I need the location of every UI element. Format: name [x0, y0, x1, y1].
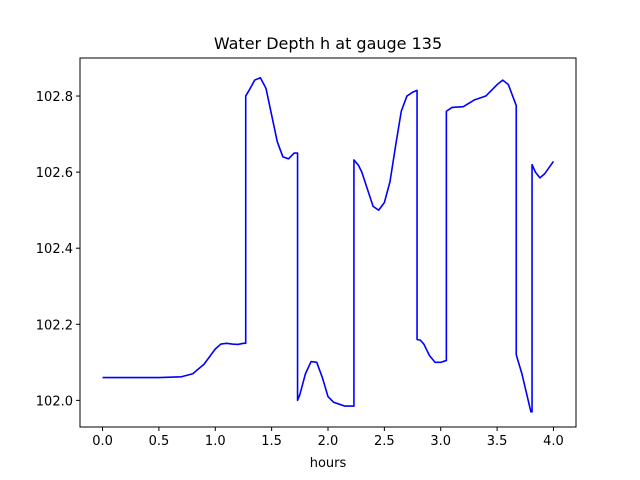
chart-title: Water Depth h at gauge 135 [214, 34, 442, 53]
x-tick-label: 0.5 [149, 434, 170, 449]
y-tick-label: 102.2 [36, 318, 73, 333]
x-tick-label: 3.5 [487, 434, 508, 449]
y-tick-label: 102.0 [36, 394, 73, 409]
x-tick-label: 2.0 [318, 434, 339, 449]
x-tick-label: 1.5 [261, 434, 282, 449]
x-axis: 0.0 0.5 1.0 1.5 2.0 2.5 3.0 3.5 4.0 [92, 427, 564, 449]
x-tick-label: 1.0 [205, 434, 226, 449]
y-tick-label: 102.8 [36, 90, 73, 105]
y-tick-label: 102.4 [36, 242, 73, 257]
y-tick-label: 102.6 [36, 166, 73, 181]
series-layer [102, 76, 555, 413]
series-line-0 [102, 76, 555, 413]
x-tick-label: 3.0 [430, 434, 451, 449]
x-tick-label: 0.0 [92, 434, 113, 449]
x-tick-label: 2.5 [374, 434, 395, 449]
y-axis: 102.0 102.2 102.4 102.6 102.8 [36, 90, 80, 409]
x-tick-label: 4.0 [543, 434, 564, 449]
x-axis-label: hours [310, 456, 347, 471]
